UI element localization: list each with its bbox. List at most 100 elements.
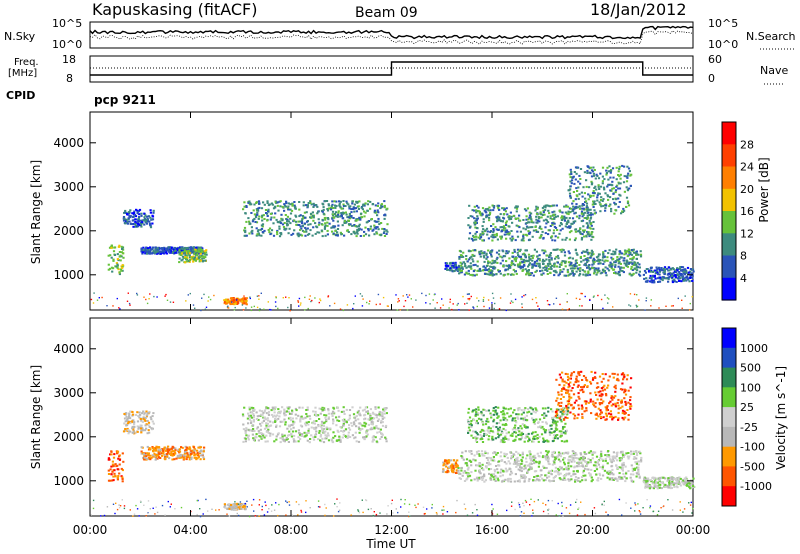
velocity-echo-mark: [635, 454, 639, 457]
velocity-echo-mark: [315, 426, 318, 429]
velocity-echo-mark: [250, 406, 253, 409]
velocity-echo-mark: [502, 470, 505, 473]
power-echo-mark: [526, 270, 529, 273]
velocity-echo-mark: [292, 422, 295, 425]
velocity-echo-mark: [148, 447, 151, 450]
power-echo-mark: [363, 210, 366, 213]
velocity-echo-mark: [153, 452, 156, 455]
power-scatter-mark: [377, 293, 380, 296]
power-echo-mark: [587, 231, 590, 234]
power-echo-mark: [498, 249, 501, 252]
power-echo-mark: [629, 184, 632, 187]
power-echo-mark: [497, 270, 500, 273]
power-echo-mark: [601, 166, 605, 169]
velocity-echo-mark: [305, 421, 308, 424]
nave-label: Nave: [760, 64, 788, 77]
power-echo-mark: [616, 272, 620, 275]
power-echo-mark: [255, 221, 259, 224]
velocity-echo-mark: [281, 437, 284, 440]
noise-search-trace: [89, 30, 694, 45]
velocity-echo-mark: [140, 431, 143, 434]
velocity-echo-mark: [519, 469, 522, 472]
power-echo-mark: [485, 252, 488, 255]
power-echo-mark: [612, 187, 615, 190]
velocity-echo-mark: [182, 454, 186, 457]
power-echo-mark: [174, 251, 177, 254]
power-echo-mark: [481, 207, 485, 210]
velocity-echo-mark: [385, 412, 388, 415]
power-echo-mark: [607, 198, 610, 201]
power-echo-mark: [452, 265, 455, 268]
velocity-echo-mark: [631, 467, 634, 470]
velocity-echo-mark: [263, 436, 266, 439]
power-echo-mark: [528, 263, 531, 266]
power-echo-mark: [593, 272, 596, 275]
power-echo-mark: [530, 212, 533, 215]
power-echo-mark: [347, 203, 350, 206]
power-echo-mark: [149, 216, 152, 219]
power-echo-mark: [623, 257, 626, 260]
power-echo-mark: [329, 207, 332, 209]
power-echo-mark: [353, 210, 356, 213]
power-echo-mark: [604, 192, 607, 195]
power-echo-mark: [572, 175, 575, 178]
power-echo-mark: [205, 251, 208, 254]
power-echo-mark: [383, 228, 386, 230]
power-scatter-mark: [592, 296, 595, 298]
power-echo-mark: [363, 215, 366, 218]
power-echo-mark: [460, 254, 464, 257]
power-echo-mark: [285, 218, 288, 220]
power-scatter-mark: [126, 300, 129, 302]
power-echo-mark: [203, 250, 206, 253]
power-echo-mark: [350, 233, 353, 236]
velocity-echo-mark: [322, 441, 326, 444]
velocity-echo-mark: [453, 463, 456, 466]
power-echo-mark: [200, 259, 203, 262]
power-echo-mark: [131, 219, 134, 222]
power-echo-mark: [528, 211, 531, 214]
power-echo-mark: [584, 270, 587, 273]
velocity-echo-mark: [449, 466, 453, 469]
velocity-echo-mark: [134, 414, 137, 416]
velocity-echo-mark: [498, 464, 501, 467]
velocity-echo-mark: [165, 447, 168, 450]
velocity-echo-mark: [159, 457, 162, 459]
velocity-echo-mark: [524, 464, 527, 467]
power-echo-mark: [551, 222, 554, 225]
power-echo-mark: [685, 271, 688, 274]
velocity-echo-mark: [324, 437, 327, 440]
power-echo-mark: [579, 228, 582, 230]
power-echo-mark: [143, 218, 146, 221]
velocity-echo-mark: [535, 470, 538, 473]
power-echo-mark: [513, 250, 516, 253]
power-scatter-mark: [412, 306, 414, 308]
power-echo-mark: [307, 223, 310, 226]
power-echo-mark: [324, 224, 327, 227]
velocity-echo-mark: [197, 446, 200, 449]
power-echo-mark: [665, 267, 669, 270]
power-scatter-mark: [310, 300, 312, 303]
velocity-echo-mark: [633, 456, 636, 458]
power-echo-mark: [593, 266, 596, 269]
power-echo-mark: [563, 254, 567, 257]
velocity-echo-mark: [338, 415, 341, 418]
power-echo-mark: [546, 262, 550, 265]
power-echo-mark: [583, 171, 586, 174]
power-echo-mark: [473, 238, 476, 241]
velocity-echo-mark: [252, 413, 255, 416]
power-echo-mark: [601, 269, 605, 271]
velocity-echo-mark: [574, 452, 577, 454]
power-echo-mark: [603, 260, 606, 263]
velocity-echo-mark: [293, 434, 296, 437]
velocity-echo-mark: [124, 428, 127, 430]
power-echo-mark: [540, 233, 543, 236]
power-echo-mark: [370, 218, 373, 220]
power-echo-mark: [554, 239, 557, 242]
power-echo-mark: [256, 211, 259, 214]
power-echo-mark: [172, 248, 176, 251]
velocity-echo-mark: [580, 476, 584, 479]
power-echo-mark: [498, 208, 501, 211]
power-scatter-mark: [166, 299, 169, 301]
power-echo-mark: [151, 251, 155, 254]
power-echo-mark: [609, 176, 612, 179]
